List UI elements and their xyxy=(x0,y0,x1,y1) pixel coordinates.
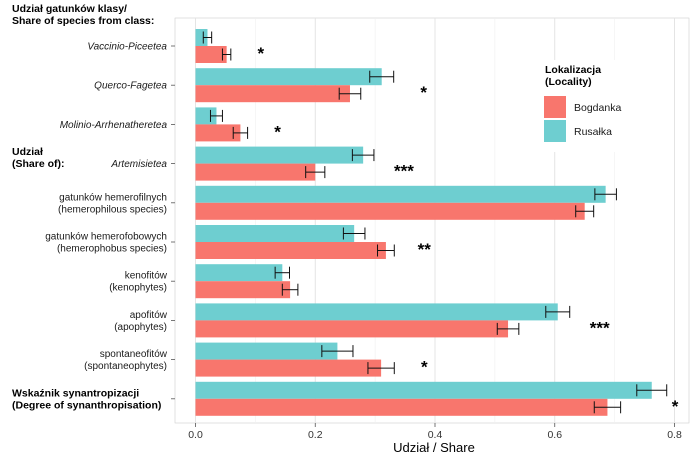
legend-label: Bogdanka xyxy=(574,102,621,114)
error-bar xyxy=(305,166,326,179)
error-bar xyxy=(209,109,223,122)
significance-mark: ** xyxy=(418,240,432,259)
error-bar xyxy=(367,362,395,375)
significance-mark: * xyxy=(672,397,679,416)
bar-bogdanka xyxy=(195,320,509,338)
legend-background xyxy=(522,60,644,152)
bar-bogdanka xyxy=(195,85,350,103)
error-bar xyxy=(496,322,520,335)
x-axis-title: Udział / Share xyxy=(393,440,475,455)
bar-rusalka xyxy=(195,225,355,242)
error-bar xyxy=(351,149,375,162)
category-label: gatunków hemerofobowych (hemerophobus spe… xyxy=(45,232,167,255)
legend-swatch xyxy=(544,120,566,142)
bar-rusalka xyxy=(195,303,558,321)
bar-rusalka xyxy=(195,107,217,125)
bar-rusalka xyxy=(195,264,283,282)
legend-title: Lokalizacja xyxy=(545,64,601,76)
significance-mark: *** xyxy=(590,318,610,337)
bars xyxy=(195,29,652,416)
category-label: kenofitów (kenophytes) xyxy=(109,271,168,294)
category-label: apofitów (apophytes) xyxy=(114,310,168,333)
legend-label: Rusałka xyxy=(574,126,612,138)
significance-marks: ************* xyxy=(258,44,679,416)
bar-rusalka xyxy=(195,381,652,399)
category-label: Molinio-Arrhenatheretea xyxy=(60,120,168,131)
error-bar xyxy=(377,244,395,257)
bar-bogdanka xyxy=(195,281,291,299)
error-bar xyxy=(338,87,362,100)
category-label: Wskaźnik synantropizacji (Degree of synan… xyxy=(12,387,161,411)
category-label: Vaccinio-Piceetea xyxy=(87,42,167,53)
x-axis-ticks: 0.0 0.2 0.4 0.6 0.8 xyxy=(188,423,682,441)
x-tick-label: 0.2 xyxy=(308,429,323,441)
error-bar xyxy=(202,31,213,44)
legend: Lokalizacja(Locality) Bogdanka Rusałka xyxy=(522,60,644,152)
category-label: Querco-Fagetea xyxy=(94,81,167,92)
bar-rusalka xyxy=(195,146,364,164)
bar-bogdanka xyxy=(195,359,382,377)
legend-swatch xyxy=(544,96,566,118)
error-bar xyxy=(575,205,595,218)
bar-rusalka xyxy=(195,342,338,360)
section-label: Udział gatunków klasy/Share of species f… xyxy=(12,3,154,27)
legend-title: (Locality) xyxy=(545,76,592,88)
category-label: Artemisietea xyxy=(110,159,167,170)
error-bar xyxy=(321,345,354,358)
significance-mark: * xyxy=(258,44,265,63)
x-tick-label: 0.6 xyxy=(547,429,562,441)
section-label: Udział (Share of): xyxy=(12,146,65,170)
error-bar xyxy=(594,188,617,201)
error-bar xyxy=(274,266,291,279)
error-bar xyxy=(636,384,668,397)
significance-mark: *** xyxy=(394,162,414,181)
error-bars xyxy=(202,31,668,414)
bar-bogdanka xyxy=(195,202,585,220)
category-label: gatunków hemerofilnych (hemerophilous spe… xyxy=(58,192,167,215)
bar-bogdanka xyxy=(195,46,227,63)
category-labels: Vaccinio-Piceetea Querco-Fagetea Molinio-A… xyxy=(12,3,175,411)
significance-mark: * xyxy=(421,358,428,377)
error-bar xyxy=(545,305,571,318)
x-tick-label: 0.4 xyxy=(428,429,443,441)
bar-bogdanka xyxy=(195,398,608,416)
x-tick-label: 0.0 xyxy=(188,429,203,441)
error-bar xyxy=(281,283,299,296)
error-bar xyxy=(342,227,366,240)
bar-bogdanka xyxy=(195,124,241,142)
error-bar xyxy=(221,48,232,61)
bar-rusalka xyxy=(195,29,208,46)
bar-rusalka xyxy=(195,68,382,86)
error-bar xyxy=(369,70,395,83)
significance-mark: * xyxy=(274,122,281,141)
error-bar xyxy=(232,126,249,139)
error-bar xyxy=(593,401,622,414)
significance-mark: * xyxy=(420,83,427,102)
bar-bogdanka xyxy=(195,242,386,259)
bar-rusalka xyxy=(195,185,606,203)
category-label: spontaneofitów (spontaneophytes) xyxy=(84,349,168,372)
x-tick-label: 0.8 xyxy=(667,429,682,441)
bar-bogdanka xyxy=(195,163,316,181)
